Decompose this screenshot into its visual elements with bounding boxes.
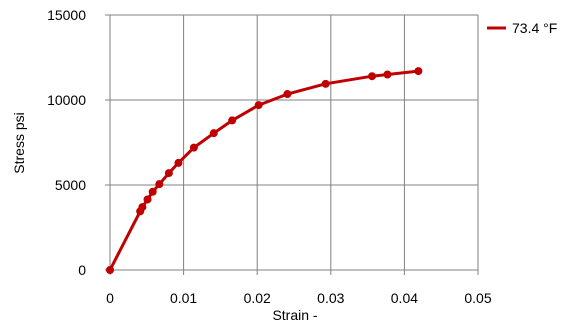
data-point xyxy=(209,129,218,138)
grid xyxy=(109,14,479,271)
data-point xyxy=(321,79,330,88)
y-tick-label: 5000 xyxy=(55,177,86,193)
data-point xyxy=(383,70,392,79)
data-point xyxy=(106,266,114,274)
y-axis-title: Stress psi xyxy=(11,112,27,173)
legend-label: 73.4 °F xyxy=(512,20,557,36)
series-line xyxy=(108,69,419,271)
data-point xyxy=(148,187,157,196)
legend: 73.4 °F xyxy=(487,20,557,36)
x-tick-label: 0.05 xyxy=(464,290,491,306)
data-point xyxy=(155,180,164,189)
data-point xyxy=(283,90,292,99)
x-tick-label: 0 xyxy=(106,290,114,306)
x-tick-label: 0.03 xyxy=(317,290,344,306)
x-tick-label: 0.01 xyxy=(170,290,197,306)
x-tick-label: 0.04 xyxy=(391,290,418,306)
x-tick-label: 0.02 xyxy=(244,290,271,306)
data-point xyxy=(174,158,183,167)
data-point xyxy=(189,143,198,152)
data-point xyxy=(143,195,152,204)
y-tick-label: 15000 xyxy=(47,7,86,23)
y-tick-label: 0 xyxy=(78,262,86,278)
data-point xyxy=(164,169,173,178)
data-point xyxy=(254,101,263,110)
data-point xyxy=(228,116,237,125)
y-tick-label: 10000 xyxy=(47,92,86,108)
x-axis-title: Strain - xyxy=(272,307,317,323)
data-point xyxy=(414,67,423,76)
plot-frame xyxy=(109,14,479,271)
data-point xyxy=(138,203,147,212)
axis-ticks: 0 0.01 0.02 0.03 0.04 0.05 0 5000 10000 15000 xyxy=(47,7,492,306)
data-point xyxy=(368,72,377,81)
series xyxy=(106,67,423,274)
